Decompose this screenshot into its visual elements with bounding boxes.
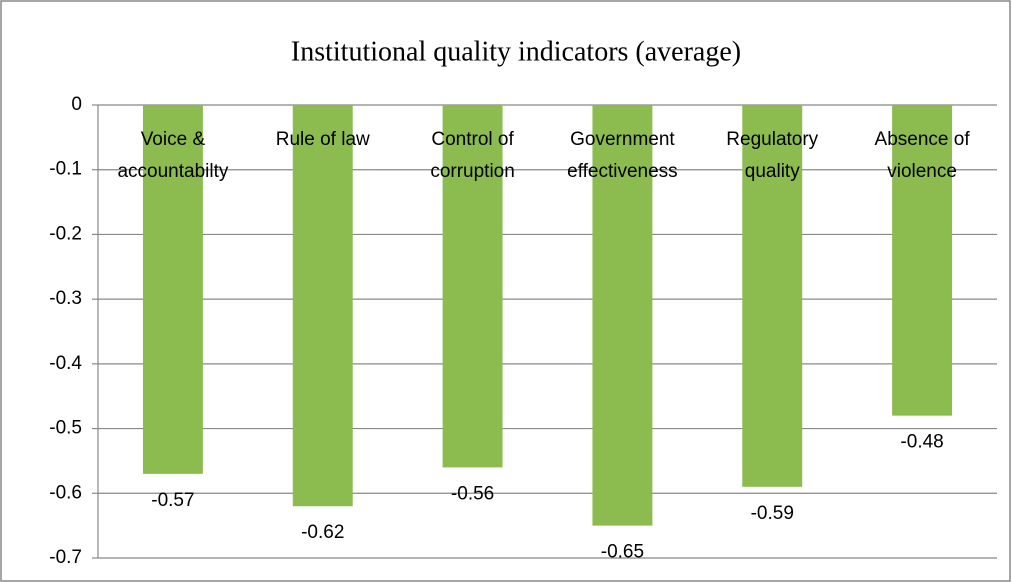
- bar: [742, 105, 803, 487]
- y-tick-label: 0: [71, 94, 82, 115]
- x-tick-label: Control of corruption: [430, 129, 515, 182]
- value-label: -0.59: [751, 503, 794, 524]
- y-tick-label: -0.7: [49, 547, 82, 568]
- y-tick-label: -0.6: [49, 482, 82, 503]
- y-tick-label: -0.5: [49, 418, 82, 439]
- x-tick-label: Regulatory quality: [726, 129, 818, 182]
- y-tick-label: -0.2: [49, 223, 82, 244]
- chart-title: Institutional quality indicators (averag…: [291, 36, 741, 67]
- y-tick-label: -0.1: [49, 159, 82, 180]
- x-tick-label: Voice & accountabilty: [117, 129, 228, 182]
- y-tick-label: -0.4: [49, 353, 82, 374]
- x-tick-label: Government effectiveness: [567, 129, 678, 182]
- bar: [592, 105, 653, 526]
- value-label: -0.48: [900, 432, 943, 453]
- value-label: -0.62: [301, 522, 344, 543]
- value-label: -0.65: [601, 542, 644, 563]
- bar: [142, 105, 203, 474]
- x-tick-label: Rule of law: [276, 129, 370, 150]
- y-tick-label: -0.3: [49, 288, 82, 309]
- bar: [292, 105, 353, 507]
- bar: [892, 105, 953, 416]
- value-label: -0.57: [151, 490, 194, 511]
- value-label: -0.56: [451, 483, 494, 504]
- bar: [442, 105, 503, 468]
- x-tick-label: Absence of violence: [875, 129, 971, 182]
